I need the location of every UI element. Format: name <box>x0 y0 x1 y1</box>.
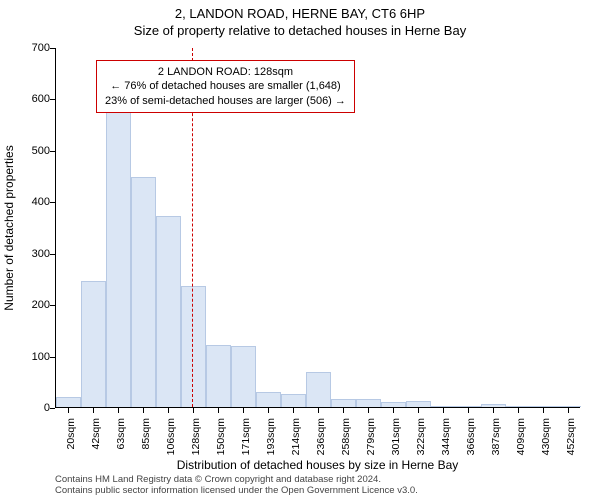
y-tick-label: 500 <box>32 145 50 157</box>
histogram-bar <box>506 406 531 407</box>
x-tick-mark <box>243 408 244 413</box>
x-tick-mark <box>493 408 494 413</box>
chart-supertitle: 2, LANDON ROAD, HERNE BAY, CT6 6HP <box>0 0 600 21</box>
histogram-bar <box>431 406 456 407</box>
histogram-bar <box>206 345 231 407</box>
histogram-bar <box>231 346 256 407</box>
x-tick-label: 344sqm <box>440 418 452 463</box>
histogram-bar <box>381 402 406 407</box>
attribution-line1: Contains HM Land Registry data © Crown c… <box>55 474 580 485</box>
histogram-bar <box>181 286 206 407</box>
histogram-bar <box>556 406 581 407</box>
histogram-bar <box>131 177 156 407</box>
attribution-text: Contains HM Land Registry data © Crown c… <box>55 474 580 497</box>
x-tick-label: 214sqm <box>290 418 302 463</box>
histogram-bar <box>356 399 381 407</box>
x-tick-label: 301sqm <box>390 418 402 463</box>
y-tick-mark <box>50 357 55 358</box>
x-tick-label: 63sqm <box>115 418 127 463</box>
histogram-bar <box>256 392 281 407</box>
x-tick-mark <box>268 408 269 413</box>
y-tick-mark <box>50 202 55 203</box>
x-tick-label: 85sqm <box>140 418 152 463</box>
x-tick-mark <box>543 408 544 413</box>
annotation-box: 2 LANDON ROAD: 128sqm ← 76% of detached … <box>96 60 355 113</box>
x-tick-label: 171sqm <box>240 418 252 463</box>
x-tick-label: 42sqm <box>90 418 102 463</box>
y-tick-mark <box>50 48 55 49</box>
annotation-line3: 23% of semi-detached houses are larger (… <box>105 94 346 108</box>
attribution-line2: Contains public sector information licen… <box>55 485 580 496</box>
histogram-bar <box>81 281 106 407</box>
y-tick-label: 600 <box>32 93 50 105</box>
histogram-bar <box>56 397 81 407</box>
y-tick-mark <box>50 408 55 409</box>
histogram-bar <box>481 404 506 407</box>
histogram-bar <box>406 401 431 407</box>
y-tick-label: 700 <box>32 42 50 54</box>
x-tick-mark <box>468 408 469 413</box>
x-tick-label: 193sqm <box>265 418 277 463</box>
y-tick-mark <box>50 305 55 306</box>
chart-container: 2, LANDON ROAD, HERNE BAY, CT6 6HP Size … <box>0 0 600 500</box>
x-tick-label: 279sqm <box>365 418 377 463</box>
histogram-bar <box>456 406 481 407</box>
y-axis-label: Number of detached properties <box>2 48 16 408</box>
x-tick-mark <box>293 408 294 413</box>
histogram-bar <box>281 394 306 407</box>
y-tick-mark <box>50 151 55 152</box>
x-tick-label: 258sqm <box>340 418 352 463</box>
x-tick-label: 106sqm <box>165 418 177 463</box>
x-axis-label: Distribution of detached houses by size … <box>55 458 580 472</box>
histogram-bar <box>156 216 181 407</box>
x-tick-mark <box>93 408 94 413</box>
histogram-bar <box>306 372 331 407</box>
x-tick-mark <box>393 408 394 413</box>
x-tick-mark <box>443 408 444 413</box>
x-tick-mark <box>368 408 369 413</box>
y-tick-mark <box>50 99 55 100</box>
x-tick-label: 150sqm <box>215 418 227 463</box>
x-tick-label: 128sqm <box>190 418 202 463</box>
x-tick-label: 452sqm <box>565 418 577 463</box>
annotation-line1: 2 LANDON ROAD: 128sqm <box>105 65 346 79</box>
y-tick-label: 400 <box>32 196 50 208</box>
annotation-line2: ← 76% of detached houses are smaller (1,… <box>105 79 346 93</box>
plot-area: 2 LANDON ROAD: 128sqm ← 76% of detached … <box>55 48 580 408</box>
y-tick-label: 200 <box>32 299 50 311</box>
x-tick-mark <box>168 408 169 413</box>
x-tick-mark <box>318 408 319 413</box>
x-tick-mark <box>343 408 344 413</box>
y-tick-mark <box>50 254 55 255</box>
x-tick-mark <box>218 408 219 413</box>
chart-subtitle: Size of property relative to detached ho… <box>0 21 600 42</box>
x-tick-label: 366sqm <box>465 418 477 463</box>
x-tick-label: 322sqm <box>415 418 427 463</box>
histogram-bar <box>106 106 131 407</box>
x-tick-mark <box>418 408 419 413</box>
x-tick-label: 387sqm <box>490 418 502 463</box>
x-tick-mark <box>193 408 194 413</box>
x-tick-label: 430sqm <box>540 418 552 463</box>
x-tick-label: 236sqm <box>315 418 327 463</box>
y-tick-label: 100 <box>32 351 50 363</box>
x-tick-mark <box>518 408 519 413</box>
x-tick-label: 20sqm <box>65 418 77 463</box>
x-tick-mark <box>68 408 69 413</box>
x-tick-mark <box>118 408 119 413</box>
y-tick-label: 300 <box>32 248 50 260</box>
x-tick-label: 409sqm <box>515 418 527 463</box>
x-tick-mark <box>568 408 569 413</box>
histogram-bar <box>331 399 356 407</box>
x-tick-mark <box>143 408 144 413</box>
histogram-bar <box>531 406 556 407</box>
